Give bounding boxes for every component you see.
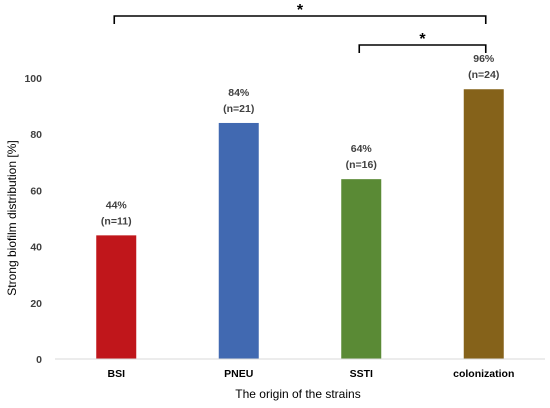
x-axis-title: The origin of the strains	[235, 387, 360, 401]
significance-marker: *	[419, 31, 426, 48]
data-label-count: (n=16)	[346, 159, 377, 171]
bar-pneu	[218, 122, 259, 360]
significance-bracket	[358, 44, 487, 53]
data-label-count: (n=21)	[223, 103, 254, 115]
y-tick-label: 40	[30, 242, 42, 254]
significance-marker: *	[297, 2, 304, 19]
data-label-percent: 44%	[106, 199, 128, 211]
data-label-percent: 64%	[351, 143, 373, 155]
y-tick-label: 20	[30, 298, 42, 310]
bar-bsi	[96, 235, 137, 359]
significance-brackets: **	[113, 2, 487, 53]
y-axis: 0 20 40 60 80 100	[24, 73, 42, 366]
y-tick-label: 0	[36, 354, 42, 366]
data-label-count: (n=24)	[468, 69, 499, 81]
data-label-percent: 84%	[228, 87, 250, 99]
bars	[96, 89, 504, 360]
x-axis: BSI PNEU SSTI colonization	[55, 358, 545, 380]
data-label-percent: 96%	[473, 53, 495, 65]
x-tick-label: SSTI	[350, 368, 373, 380]
x-tick-label: BSI	[107, 368, 125, 380]
y-tick-label: 60	[30, 185, 42, 197]
y-tick-label: 100	[24, 73, 42, 85]
x-tick-label: PNEU	[224, 368, 253, 380]
significance-bracket	[113, 15, 487, 24]
data-label-count: (n=11)	[101, 215, 132, 227]
bar-ssti	[341, 179, 382, 359]
data-labels: 44% (n=11) 84% (n=21) 64% (n=16) 96% (n=24)	[101, 53, 499, 227]
y-tick-label: 80	[30, 129, 42, 141]
bar-colonization	[463, 89, 504, 360]
y-axis-title: Strong biofilm distribution [%]	[5, 140, 19, 295]
x-tick-label: colonization	[453, 368, 514, 380]
